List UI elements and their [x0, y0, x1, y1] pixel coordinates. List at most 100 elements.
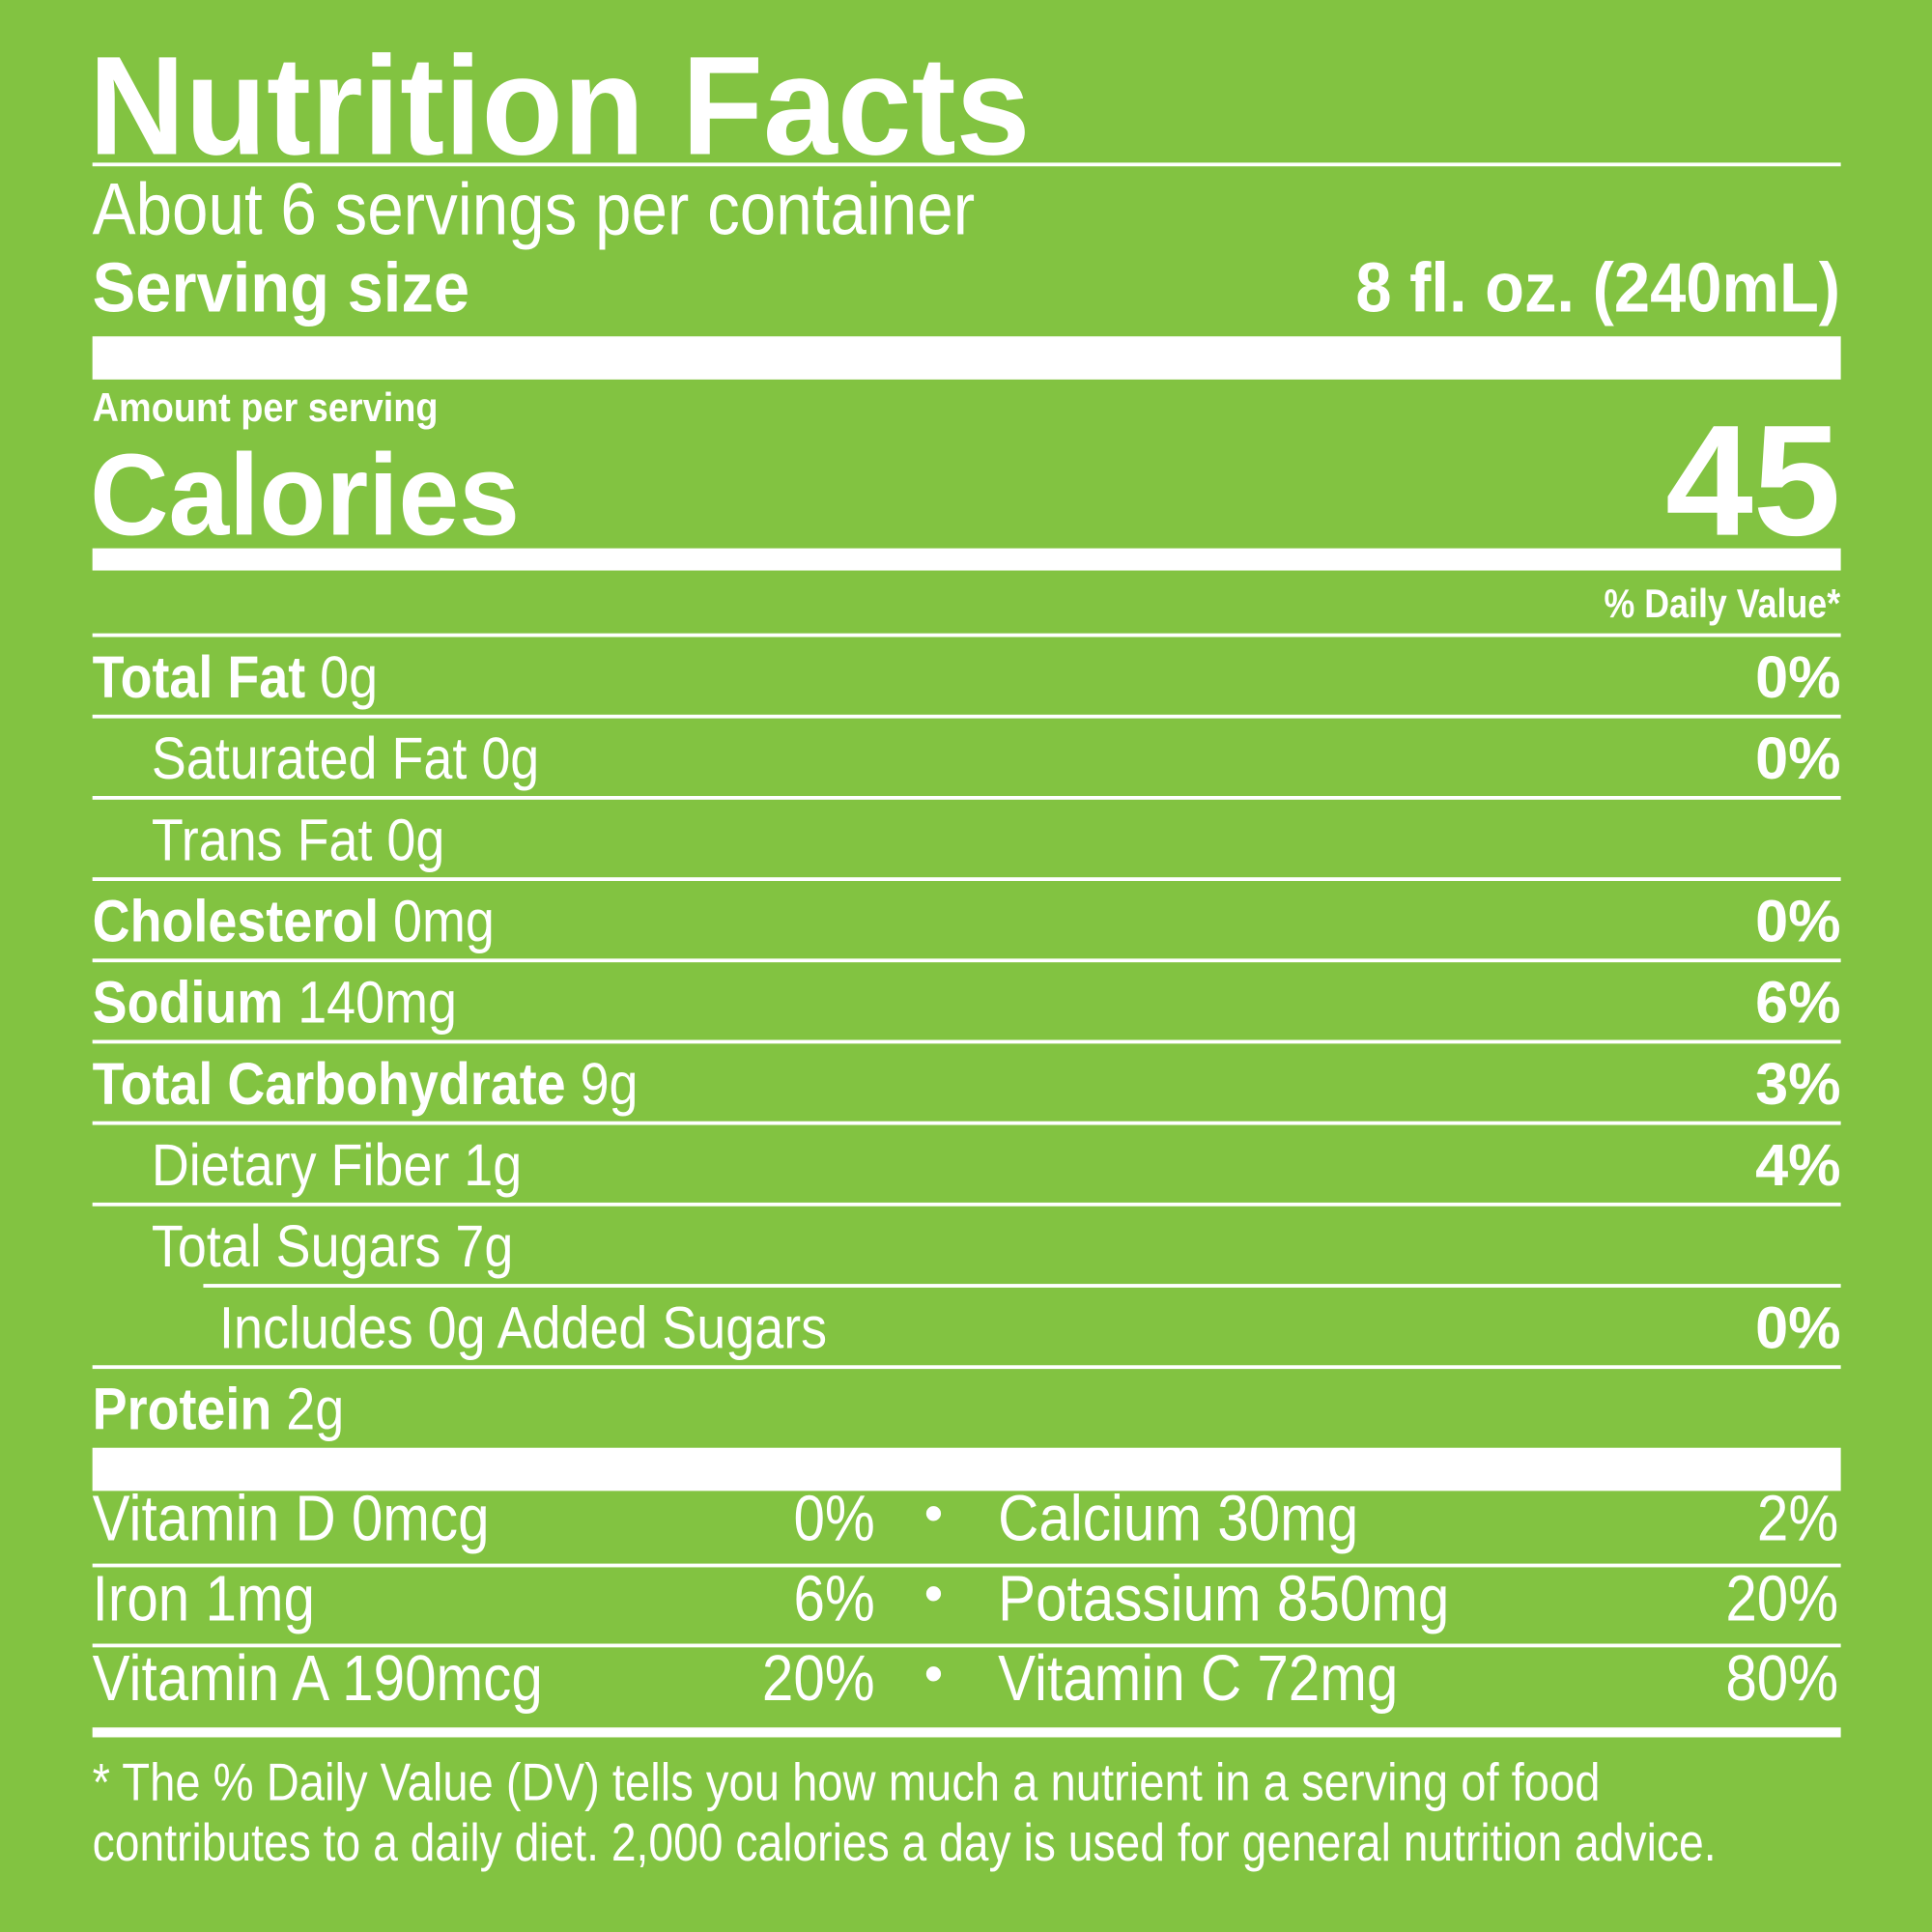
divider [92, 1365, 1841, 1370]
nutrient-label-inner: Protein 2g [92, 1378, 345, 1443]
footnote-text: contributes to a daily diet. 2,000 calor… [92, 1813, 1717, 1873]
nutrient-label-inner: Total Fat 0g [93, 649, 378, 708]
nutrient-daily-value: 0% [1755, 889, 1841, 955]
vitamin-right-dv: 2% [1746, 1488, 1838, 1551]
nutrient-name: Trans Fat [151, 808, 373, 874]
serving-size-value: 8 fl. oz. (240mL) [1314, 248, 1841, 328]
serving-size-label-text: Serving size [92, 248, 470, 328]
daily-value-header: % Daily Value* [1563, 582, 1841, 623]
nutrient-label-inner: Dietary Fiber 1g [152, 1137, 522, 1196]
vitamin-left-name-text: Iron 1mg [92, 1563, 316, 1635]
serving-size-label: Serving size [92, 248, 502, 328]
divider [92, 162, 1841, 167]
nutrient-label: Includes 0g Added Sugars [219, 1299, 910, 1359]
vitamin-left-name: Iron 1mg [93, 1567, 346, 1631]
nutrient-amount: 7g [455, 1214, 514, 1281]
vitamin-right-name-text: Potassium 850mg [998, 1563, 1450, 1635]
vitamin-right-dv-text: 2% [1756, 1483, 1839, 1555]
divider [92, 1202, 1841, 1207]
calories-value: 45 [1665, 392, 1841, 570]
nutrient-label: Total Carbohydrate 9g [93, 1055, 713, 1115]
servings-text: About 6 servings per container [92, 167, 976, 250]
vitamin-left-name: Vitamin D 0mcg [93, 1488, 544, 1551]
bullet: • [923, 1643, 944, 1705]
serving-size-value-text: 8 fl. oz. (240mL) [1355, 248, 1841, 328]
daily-value-header-text: % Daily Value* [1604, 580, 1841, 626]
divider [92, 1643, 1841, 1648]
nutrient-name: Total Carbohydrate [92, 1052, 566, 1118]
vitamin-right-name-text: Calcium 30mg [998, 1483, 1359, 1555]
nutrient-name: Includes 0g Added Sugars [219, 1295, 828, 1362]
nutrient-name: Sodium [92, 971, 284, 1037]
nutrient-amount: 1g [464, 1133, 523, 1200]
divider [92, 795, 1841, 800]
nutrient-daily-value: 3% [1755, 1052, 1841, 1118]
nutrient-label-inner: Includes 0g Added Sugars [219, 1299, 827, 1359]
footnote-line-1: * The % Daily Value (DV) tells you how m… [92, 1753, 1846, 1813]
vitamin-left-dv: 0% [782, 1483, 875, 1555]
nutrient-label-inner: Trans Fat 0g [151, 808, 445, 874]
nutrient-name: Total Fat [92, 645, 306, 711]
vitamin-right-dv-text: 20% [1725, 1563, 1839, 1635]
nutrient-amount: 0mg [393, 889, 495, 955]
medium-divider [92, 548, 1841, 571]
nutrient-name: Protein [92, 1378, 272, 1443]
title: Nutrition Facts [89, 37, 1080, 177]
nutrient-label: Saturated Fat 0g [152, 730, 592, 789]
nutrient-label: Total Fat 0g [93, 649, 417, 708]
nutrient-label: Sodium 140mg [93, 974, 507, 1034]
nutrient-amount: 0g [386, 808, 445, 874]
divider [92, 1121, 1841, 1125]
divider [203, 1284, 1841, 1288]
nutrient-label-inner: Total Carbohydrate 9g [93, 1055, 639, 1115]
nutrient-daily-value: 0% [1755, 1295, 1841, 1362]
calories-label: Calories [90, 430, 547, 560]
vitamin-left-dv: 6% [782, 1563, 875, 1635]
nutrient-daily-value: 0% [1755, 726, 1841, 793]
nutrient-amount: 9g [580, 1052, 639, 1118]
nutrient-daily-value: 6% [1755, 971, 1841, 1037]
nutrient-daily-value: 4% [1755, 1133, 1841, 1200]
vitamin-right-name: Calcium 30mg [998, 1488, 1407, 1551]
vitamin-left-name-text: Vitamin A 190mcg [92, 1643, 543, 1716]
amount-per-serving-text: Amount per serving [92, 384, 439, 431]
calories-label-text: Calories [90, 430, 520, 560]
vitamin-left-dv-text: 0% [793, 1483, 875, 1555]
vitamin-right-name-text: Vitamin C 72mg [998, 1643, 1399, 1716]
nutrient-label: Cholesterol 0mg [93, 893, 550, 952]
title-text: Nutrition Facts [88, 28, 1031, 185]
medium-divider [92, 1727, 1841, 1738]
thick-divider [92, 1447, 1841, 1492]
vitamin-right-dv: 80% [1710, 1647, 1838, 1711]
nutrient-name: Dietary Fiber [151, 1133, 450, 1200]
nutrient-daily-value: 0% [1755, 645, 1841, 711]
footnote-text: * The % Daily Value (DV) tells you how m… [92, 1753, 1601, 1813]
vitamin-right-dv: 20% [1710, 1567, 1838, 1631]
vitamin-right-name: Potassium 850mg [998, 1567, 1511, 1631]
divider [92, 1563, 1841, 1568]
vitamin-left-name-text: Vitamin D 0mcg [92, 1483, 490, 1555]
vitamin-left-dv: 20% [747, 1647, 875, 1711]
vitamin-right-name: Vitamin C 72mg [998, 1647, 1453, 1711]
nutrient-label: Total Sugars 7g [152, 1218, 562, 1277]
divider [92, 714, 1841, 719]
nutrient-amount: 140mg [298, 971, 457, 1037]
vitamin-right-dv-text: 80% [1725, 1643, 1839, 1716]
divider [92, 958, 1841, 963]
vitamin-left-dv-text: 20% [761, 1643, 875, 1716]
bullet: • [923, 1483, 944, 1545]
nutrient-name: Cholesterol [92, 889, 380, 955]
divider [92, 877, 1841, 881]
nutrient-label-inner: Sodium 140mg [93, 974, 457, 1034]
nutrient-name: Saturated Fat [151, 726, 468, 793]
nutrient-label-inner: Saturated Fat 0g [152, 730, 539, 789]
nutrient-label-inner: Cholesterol 0mg [93, 893, 495, 952]
nutrient-label: Dietary Fiber 1g [152, 1137, 573, 1196]
vitamin-left-dv-text: 6% [793, 1563, 875, 1635]
bullet: • [923, 1563, 944, 1625]
divider [92, 633, 1841, 638]
servings-per-container: About 6 servings per container [92, 167, 1095, 250]
nutrient-amount: 0g [320, 645, 379, 711]
footnote-line-2: contributes to a daily diet. 2,000 calor… [93, 1817, 1932, 1870]
